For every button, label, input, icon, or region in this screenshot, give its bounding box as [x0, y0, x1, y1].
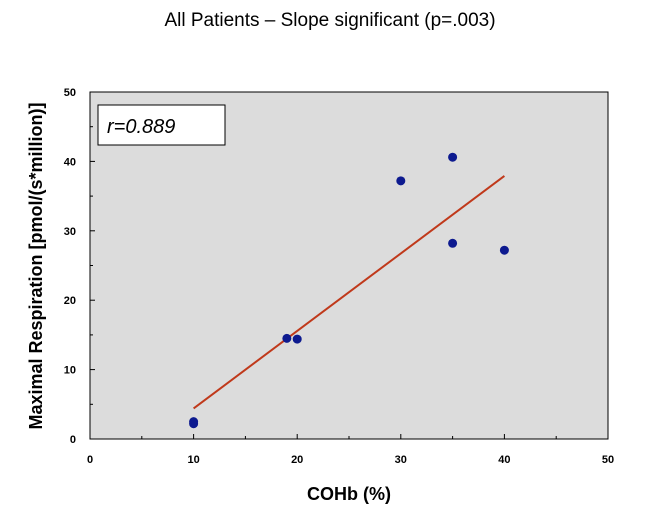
trendline	[193, 175, 505, 410]
plot-area	[89, 91, 609, 440]
data-point	[448, 238, 458, 248]
y-tick-label: 50	[64, 87, 76, 99]
annotation-box: r=0.889	[97, 104, 226, 146]
x-tick-label: 0	[87, 454, 93, 466]
data-point	[499, 245, 509, 255]
y-tick-label: 10	[64, 365, 76, 377]
y-tick-label: 30	[64, 226, 76, 238]
correlation-annotation: r=0.889	[107, 116, 175, 138]
x-tick-label: 30	[395, 454, 407, 466]
x-tick-label: 20	[291, 454, 303, 466]
y-tick-label: 20	[64, 295, 76, 307]
data-point	[189, 419, 199, 429]
y-axis-ticks: 0 10 20 30 40 50	[64, 87, 95, 446]
chart-title: All Patients – Slope significant (p=.003…	[164, 10, 495, 31]
data-point	[292, 334, 302, 344]
data-point	[396, 176, 406, 186]
y-tick-label: 40	[64, 156, 76, 168]
x-axis-label: COHb (%)	[307, 484, 391, 504]
data-point	[448, 152, 458, 162]
data-points	[189, 152, 509, 429]
y-axis-label: Maximal Respiration [pmol/(s*million)]	[26, 102, 46, 429]
x-tick-label: 40	[498, 454, 510, 466]
x-tick-label: 50	[602, 454, 614, 466]
data-point	[282, 333, 292, 343]
x-axis-ticks: 0 10 20 30 40 50	[87, 434, 614, 466]
y-tick-label: 0	[70, 434, 76, 446]
x-tick-label: 10	[187, 454, 199, 466]
